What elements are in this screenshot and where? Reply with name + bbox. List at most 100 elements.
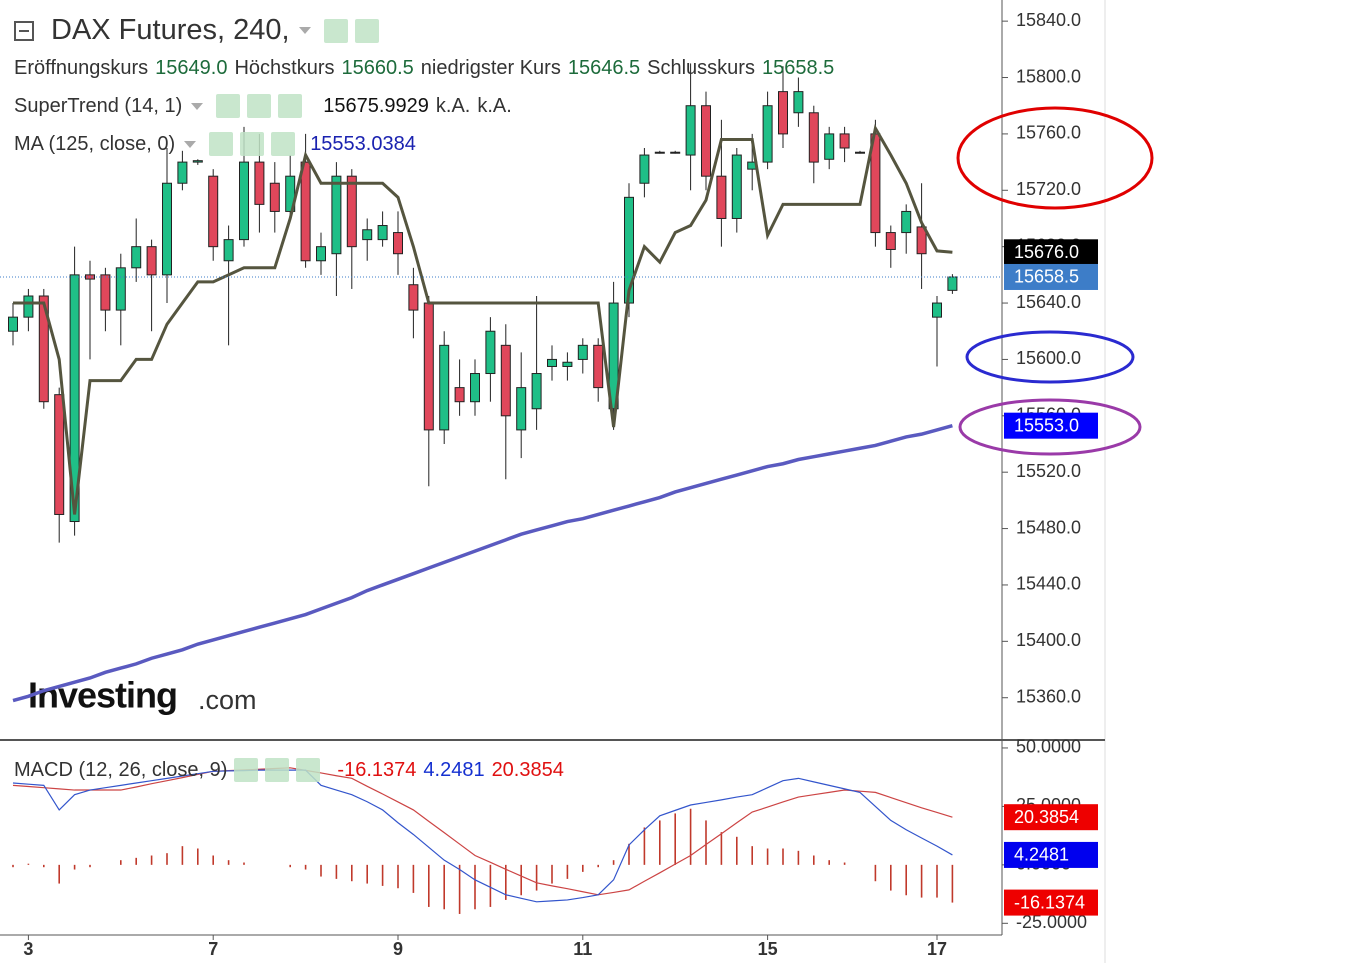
indicator-label: SuperTrend (14, 1): [14, 94, 183, 117]
candle-body: [346, 175, 357, 248]
y-tick-label: 50.0000: [1016, 737, 1081, 757]
candle-body: [531, 373, 542, 410]
candle-body: [562, 361, 573, 367]
candle-body: [115, 267, 126, 311]
y-tick-label: -25.0000: [1016, 912, 1087, 932]
ohlc-label: Höchstkurs: [234, 57, 335, 79]
close-icon[interactable]: [296, 758, 321, 782]
signal-line: [12, 767, 953, 896]
ohlc-label: Schlusskurs: [647, 57, 755, 79]
candle-body: [316, 246, 326, 262]
price-badge-label: 4.2481: [1014, 845, 1069, 865]
y-tick-label: 15600.0: [1016, 348, 1081, 368]
title-row: DAX Futures, 240,: [14, 14, 379, 47]
candle-body: [608, 302, 619, 410]
collapse-icon[interactable]: [14, 20, 34, 41]
dropdown[interactable]: [191, 102, 204, 110]
plot-background: [0, 0, 1105, 935]
candle-body: [793, 91, 804, 114]
candle-body: [839, 133, 850, 149]
eye-icon[interactable]: [216, 94, 241, 118]
candle-body: [423, 302, 434, 431]
price-badge: [1004, 841, 1098, 868]
ohlc-label: Eröffnungskurs: [14, 57, 149, 79]
candle-body: [701, 105, 711, 177]
candle-body: [485, 330, 496, 375]
dropdown[interactable]: [184, 140, 197, 148]
candle-body: [162, 182, 172, 276]
ohlc-value: 15646.5: [567, 57, 641, 79]
price-badge: [1004, 239, 1098, 266]
candle-body: [500, 344, 511, 417]
indicator-value: k.A.: [477, 94, 512, 117]
y-tick-label: 15720.0: [1016, 179, 1081, 199]
gear-icon[interactable]: [265, 758, 290, 782]
gear-icon[interactable]: [240, 132, 265, 156]
ohlc-label: niedrigster Kurs: [420, 57, 561, 79]
indicator-label: MACD (12, 26, close, 9): [14, 758, 228, 781]
candle-body: [639, 154, 650, 184]
close-icon[interactable]: [271, 132, 296, 156]
candle-body: [38, 295, 49, 403]
candle-body: [470, 373, 480, 403]
candle-body: [208, 175, 219, 248]
ohlc-value: 15658.5: [761, 57, 835, 79]
logo-main: Investing: [28, 675, 177, 716]
close-icon[interactable]: [278, 94, 303, 118]
candle-body: [778, 91, 788, 135]
macd-line: [12, 769, 953, 903]
price-badge: [1004, 804, 1098, 831]
highlight-ellipse: [956, 106, 1154, 210]
eye-icon[interactable]: [234, 758, 259, 782]
indicator-value: 4.2481: [423, 758, 485, 781]
indicator-value: 15553.0384: [310, 132, 416, 155]
logo: Investing .com: [28, 675, 257, 716]
x-tick-label: 9: [393, 939, 403, 959]
candle-body: [885, 232, 896, 250]
supertrend-line: [13, 124, 953, 515]
candle-body: [516, 387, 527, 431]
candle-body: [762, 105, 773, 163]
eye-icon[interactable]: [323, 18, 348, 43]
candle-body: [901, 210, 912, 234]
y-tick-label: 15640.0: [1016, 292, 1081, 312]
gear-icon[interactable]: [354, 18, 379, 43]
candle-body: [454, 387, 465, 403]
price-badge: [1004, 412, 1098, 439]
highlight-ellipse: [965, 330, 1135, 384]
gear-icon[interactable]: [247, 94, 272, 118]
candle-body: [223, 239, 234, 262]
candle-body: [192, 160, 203, 163]
ohlc-value: 15660.5: [341, 57, 414, 79]
x-tick-label: 17: [927, 939, 947, 959]
dropdown[interactable]: [298, 27, 311, 34]
x-tick-label: 3: [23, 939, 33, 959]
eye-icon[interactable]: [209, 132, 234, 156]
candle-body: [685, 105, 696, 156]
x-tick-label: 7: [208, 939, 218, 959]
ohlc-legend: Eröffnungskurs 15649.0 Höchstkurs 15660.5 …: [14, 57, 834, 80]
candle-body: [593, 344, 604, 389]
x-tick-label: 15: [758, 939, 778, 959]
y-tick-label: 15800.0: [1016, 66, 1081, 86]
indicator-value: 20.3854: [491, 758, 564, 781]
y-tick-label: 15440.0: [1016, 574, 1081, 594]
candle-body: [23, 295, 34, 318]
candle-body: [654, 151, 665, 154]
x-tick-label: 11: [573, 939, 592, 959]
candle-body: [670, 151, 681, 154]
price-badge: [1004, 263, 1098, 290]
candle-body: [54, 394, 65, 515]
candle-body: [269, 182, 280, 212]
candle-body: [808, 112, 819, 163]
candle-body: [146, 246, 157, 276]
ohlc-value: 15649.0: [155, 57, 228, 79]
candle-body: [947, 276, 958, 291]
candle-body: [362, 229, 373, 241]
price-badge-label: 20.3854: [1014, 807, 1079, 827]
y-tick-label: 15840.0: [1016, 10, 1081, 30]
y-tick-label: 15480.0: [1016, 517, 1081, 537]
candle-body: [100, 274, 111, 311]
candle-body: [254, 161, 265, 205]
logo-suffix: .com: [198, 685, 257, 715]
